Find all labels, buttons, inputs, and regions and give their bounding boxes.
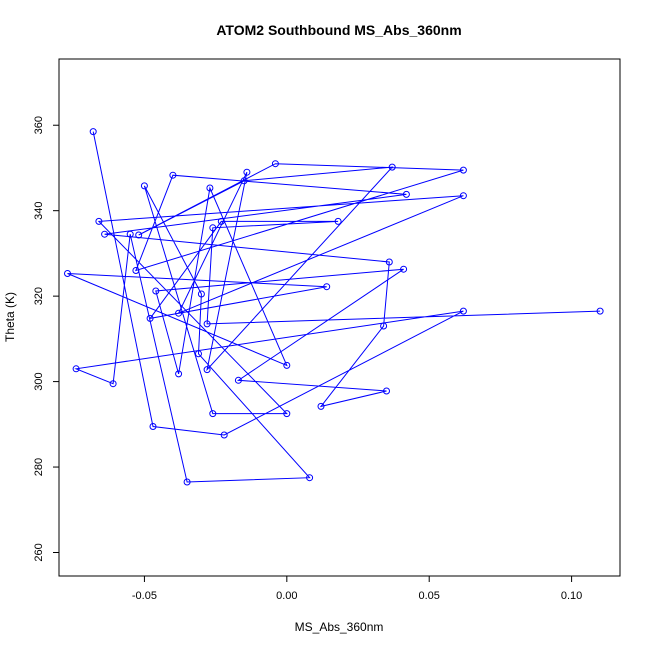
points-layer [64,128,604,486]
data-point [323,283,331,291]
data-point [95,217,103,225]
data-point [109,380,117,388]
data-point [334,217,342,225]
data-point [596,307,604,315]
data-point [459,192,467,200]
data-point [217,217,225,225]
data-point [203,320,211,328]
y-tick-label: 340 [33,202,45,220]
data-point [306,474,314,482]
data-point [271,160,279,168]
y-axis-label: Theta (K) [3,292,17,342]
data-point [243,168,251,176]
y-tick-label: 280 [33,458,45,476]
data-point [400,265,408,273]
data-point [169,171,177,179]
data-point [459,307,467,315]
data-point [146,314,154,322]
data-point [140,182,148,190]
x-tick-label: -0.05 [132,590,157,602]
plot-frame [58,58,621,577]
x-tick-label: 0.10 [561,590,582,602]
series-layer [67,131,601,483]
x-tick-label: 0.00 [276,590,297,602]
data-point [203,366,211,374]
data-point [152,287,160,295]
data-point [175,370,183,378]
data-point [317,402,325,410]
y-tick-label: 360 [33,116,45,134]
data-point [234,376,242,384]
data-point [135,231,143,239]
data-point [195,350,202,358]
data-point [126,230,134,238]
data-point [89,128,97,136]
series-line [67,131,601,483]
data-point [132,267,140,274]
x-tick-label: 0.05 [418,590,439,602]
data-point [459,166,467,174]
data-point [380,322,388,330]
data-point [149,423,157,430]
data-point [283,410,291,418]
data-point [402,190,410,198]
chart-title: ATOM2 Southbound MS_Abs_360nm [216,22,461,38]
y-tick-label: 300 [33,372,45,390]
data-point [64,270,71,277]
data-point [197,290,205,298]
data-point [183,478,191,486]
data-point [283,361,291,369]
data-point [175,309,183,317]
x-axis: -0.05 0.00 0.05 0.10 [132,576,582,602]
data-point [209,410,217,418]
data-point [385,258,393,266]
y-tick-label: 260 [33,543,45,561]
data-point [240,177,248,185]
y-tick-label: 320 [33,287,45,305]
y-axis: 260 280 300 320 340 360 [33,116,59,562]
data-point [101,230,109,238]
x-axis-label: MS_Abs_360nm [295,620,384,634]
data-point [206,184,214,192]
data-point [72,365,80,373]
data-point [209,224,217,232]
data-point [383,387,390,395]
data-point [388,163,396,171]
data-point [220,431,228,439]
